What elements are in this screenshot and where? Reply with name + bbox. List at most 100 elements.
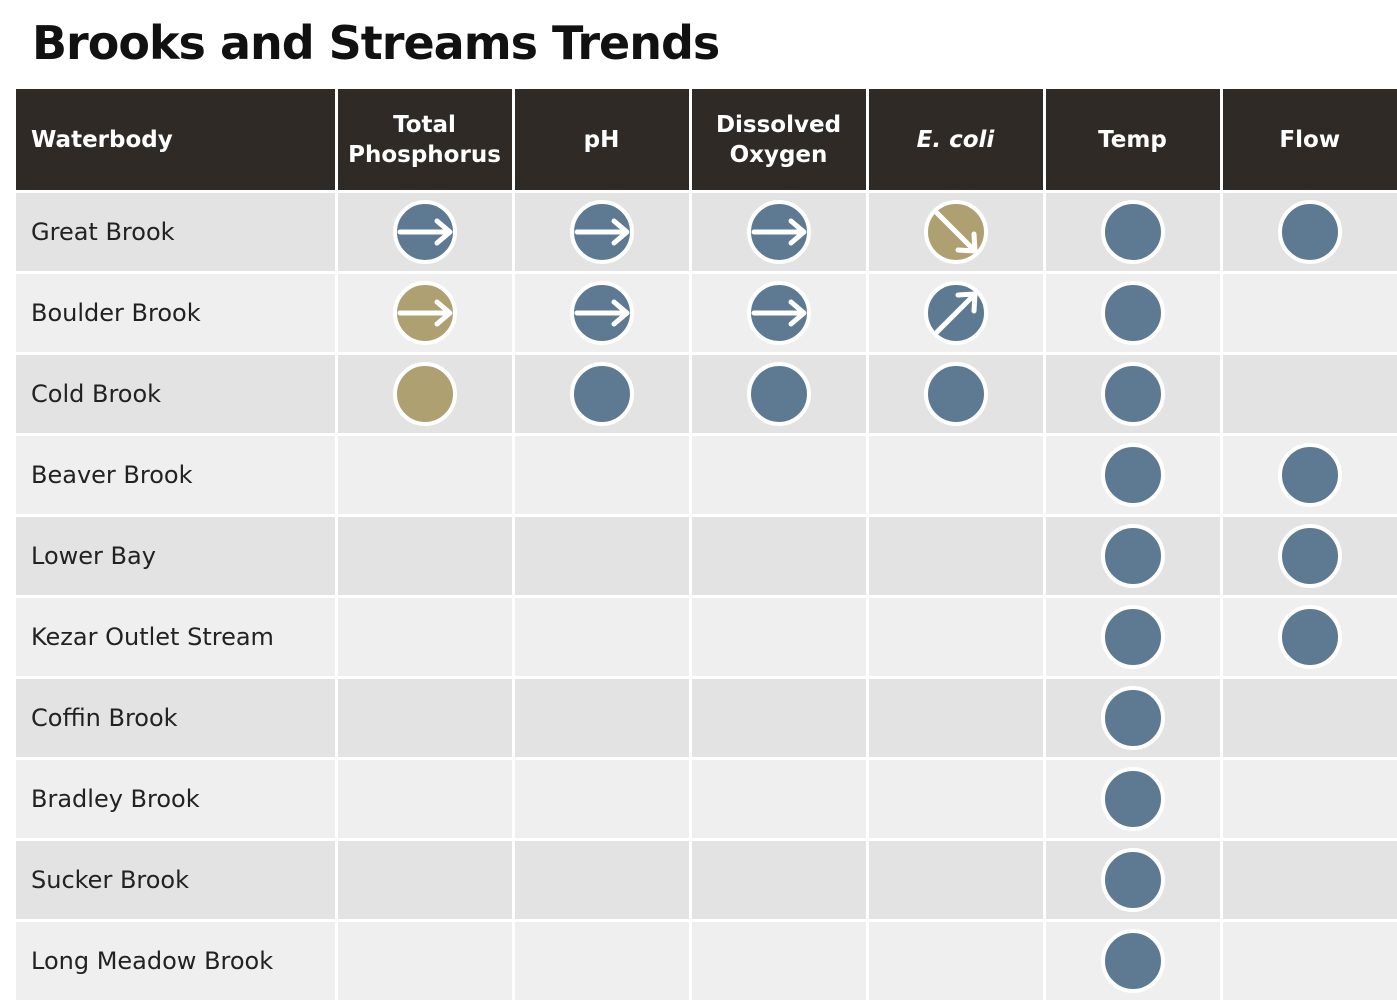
cell-e-coli (865, 919, 1046, 1000)
trend-marker-temp (1100, 929, 1165, 993)
cell-total-phosphorus (334, 676, 515, 760)
trend-marker-dissolved-oxygen (746, 200, 811, 264)
trend-circle (1100, 848, 1165, 912)
cell-dissolved-oxygen (688, 433, 869, 517)
cell-temp (1042, 676, 1223, 760)
trend-marker-temp (1100, 848, 1165, 912)
header-flow: Flow (1219, 89, 1397, 193)
trend-marker-temp (1100, 443, 1165, 507)
table-row: Lower Bay (16, 514, 1397, 598)
cell-ph (511, 514, 692, 598)
table-row: Kezar Outlet Stream (16, 595, 1397, 679)
trend-circle (1277, 200, 1342, 264)
cell-dissolved-oxygen (688, 352, 869, 436)
cell-dissolved-oxygen (688, 190, 869, 274)
arrow-right-icon (574, 299, 629, 327)
trend-marker-temp (1100, 686, 1165, 750)
waterbody-name: Cold Brook (16, 352, 338, 436)
trends-table: Waterbody Total Phosphorus pH Dissolved Ox… (16, 89, 1397, 1000)
header-total-phosphorus: Total Phosphorus (334, 89, 515, 193)
cell-total-phosphorus (334, 595, 515, 679)
arrow-right-icon (397, 218, 452, 246)
trend-marker-temp (1100, 362, 1165, 426)
cell-total-phosphorus (334, 352, 515, 436)
waterbody-name: Sucker Brook (16, 838, 338, 922)
arrow-down-right-icon (934, 210, 977, 254)
cell-ph (511, 352, 692, 436)
trend-circle (1100, 767, 1165, 831)
trend-circle (569, 362, 634, 426)
waterbody-name: Long Meadow Brook (16, 919, 338, 1000)
arrow-up-right-icon (934, 291, 977, 335)
cell-flow (1219, 433, 1397, 517)
cell-ph (511, 919, 692, 1000)
trend-marker-temp (1100, 281, 1165, 345)
waterbody-name: Great Brook (16, 190, 338, 274)
cell-total-phosphorus (334, 271, 515, 355)
cell-e-coli (865, 190, 1046, 274)
cell-flow (1219, 919, 1397, 1000)
cell-ph (511, 838, 692, 922)
trend-circle (1277, 443, 1342, 507)
cell-flow (1219, 514, 1397, 598)
trend-marker-temp (1100, 767, 1165, 831)
header-row: Waterbody Total Phosphorus pH Dissolved Ox… (16, 89, 1397, 193)
cell-flow (1219, 838, 1397, 922)
cell-ph (511, 271, 692, 355)
trend-marker-temp (1100, 200, 1165, 264)
cell-flow (1219, 676, 1397, 760)
cell-e-coli (865, 352, 1046, 436)
cell-dissolved-oxygen (688, 271, 869, 355)
header-dissolved-oxygen: Dissolved Oxygen (688, 89, 869, 193)
cell-flow (1219, 271, 1397, 355)
table-row: Cold Brook (16, 352, 1397, 436)
trend-marker-dissolved-oxygen (746, 362, 811, 426)
table-row: Coffin Brook (16, 676, 1397, 760)
trend-circle (1100, 362, 1165, 426)
cell-dissolved-oxygen (688, 838, 869, 922)
cell-e-coli (865, 676, 1046, 760)
cell-flow (1219, 757, 1397, 841)
trend-circle (1277, 524, 1342, 588)
table-row: Sucker Brook (16, 838, 1397, 922)
cell-temp (1042, 757, 1223, 841)
cell-e-coli (865, 757, 1046, 841)
cell-temp (1042, 433, 1223, 517)
trend-circle (746, 362, 811, 426)
trend-marker-total-phosphorus (392, 200, 457, 264)
waterbody-name: Beaver Brook (16, 433, 338, 517)
trend-circle (1100, 929, 1165, 993)
header-temp: Temp (1042, 89, 1223, 193)
header-waterbody: Waterbody (16, 89, 338, 193)
arrow-right-icon (751, 218, 806, 246)
table-body: Great Brook Boulder Brook Cold Brook Beaver… (16, 190, 1397, 1000)
table-row: Bradley Brook (16, 757, 1397, 841)
table-row: Beaver Brook (16, 433, 1397, 517)
table-row: Long Meadow Brook (16, 919, 1397, 1000)
header-e-coli: E. coli (865, 89, 1046, 193)
trend-marker-total-phosphorus (392, 281, 457, 345)
waterbody-name: Kezar Outlet Stream (16, 595, 338, 679)
cell-total-phosphorus (334, 757, 515, 841)
waterbody-name: Lower Bay (16, 514, 338, 598)
trend-marker-flow (1277, 524, 1342, 588)
trend-marker-ph (569, 362, 634, 426)
trend-circle (1100, 605, 1165, 669)
cell-dissolved-oxygen (688, 757, 869, 841)
cell-temp (1042, 919, 1223, 1000)
waterbody-name: Bradley Brook (16, 757, 338, 841)
trend-marker-dissolved-oxygen (746, 281, 811, 345)
trend-marker-e-coli (923, 200, 988, 264)
trend-circle (1100, 524, 1165, 588)
cell-temp (1042, 838, 1223, 922)
cell-total-phosphorus (334, 433, 515, 517)
table-row: Boulder Brook (16, 271, 1397, 355)
trend-marker-temp (1100, 605, 1165, 669)
cell-temp (1042, 190, 1223, 274)
cell-e-coli (865, 514, 1046, 598)
waterbody-name: Coffin Brook (16, 676, 338, 760)
page-title: Brooks and Streams Trends (32, 16, 720, 70)
cell-flow (1219, 352, 1397, 436)
trend-circle (1100, 686, 1165, 750)
cell-dissolved-oxygen (688, 676, 869, 760)
